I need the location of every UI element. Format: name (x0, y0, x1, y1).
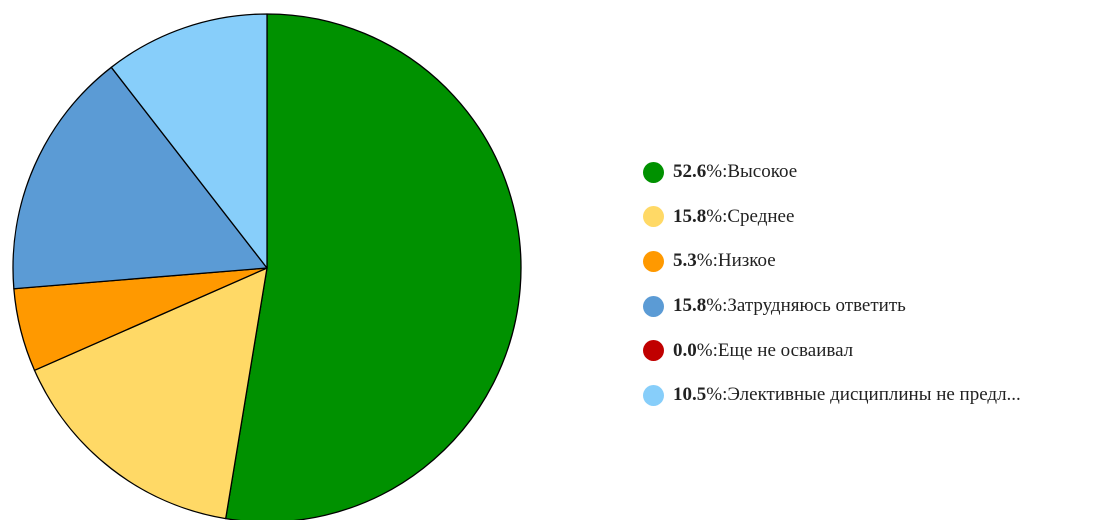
legend-percent-suffix: %: (696, 339, 718, 361)
legend-percent: 0.0 (673, 339, 697, 361)
legend-percent: 5.3 (673, 250, 697, 272)
legend-percent: 10.5 (673, 384, 707, 406)
pie-slice-2 (33, 267, 268, 520)
legend-item: 15.8%: Затрудняюсь ответить (643, 284, 1098, 329)
legend-item: 10.5%: Элективные дисциплины не предл... (643, 373, 1098, 418)
legend-label: Высокое (727, 161, 798, 183)
pie-plot-area (12, 13, 522, 520)
pie-slice-4 (12, 66, 268, 290)
legend-item: 15.8%: Среднее (643, 195, 1098, 240)
legend-percent-suffix: %: (706, 205, 728, 227)
pie-slice-6 (110, 13, 268, 269)
legend-swatch-icon (643, 340, 664, 362)
legend-percent: 15.8 (673, 205, 707, 227)
legend-item: 52.6%: Высокое (643, 150, 1098, 195)
legend-percent-suffix: %: (706, 161, 728, 183)
legend-swatch-icon (643, 161, 664, 183)
legend: 52.6%: Высокое 15.8%: Среднее 5.3%: Низкое… (643, 150, 1098, 418)
legend-percent: 15.8 (673, 295, 707, 317)
legend-swatch-icon (643, 250, 664, 272)
legend-item: 5.3%: Низкое (643, 239, 1098, 284)
legend-label: Элективные дисциплины не предл... (727, 384, 1021, 406)
legend-percent-suffix: %: (706, 384, 728, 406)
legend-label: Еще не осваивал (717, 339, 854, 361)
legend-swatch-icon (643, 206, 664, 228)
pie-slice-1 (225, 13, 522, 520)
legend-label: Затрудняюсь ответить (727, 295, 906, 317)
legend-percent-suffix: %: (696, 250, 718, 272)
legend-percent-suffix: %: (706, 295, 728, 317)
legend-label: Низкое (717, 250, 776, 272)
legend-label: Среднее (727, 205, 795, 227)
legend-swatch-icon (643, 384, 664, 406)
legend-swatch-icon (643, 295, 664, 317)
legend-percent: 52.6 (673, 161, 707, 183)
legend-item: 0.0%: Еще не осваивал (643, 328, 1098, 373)
